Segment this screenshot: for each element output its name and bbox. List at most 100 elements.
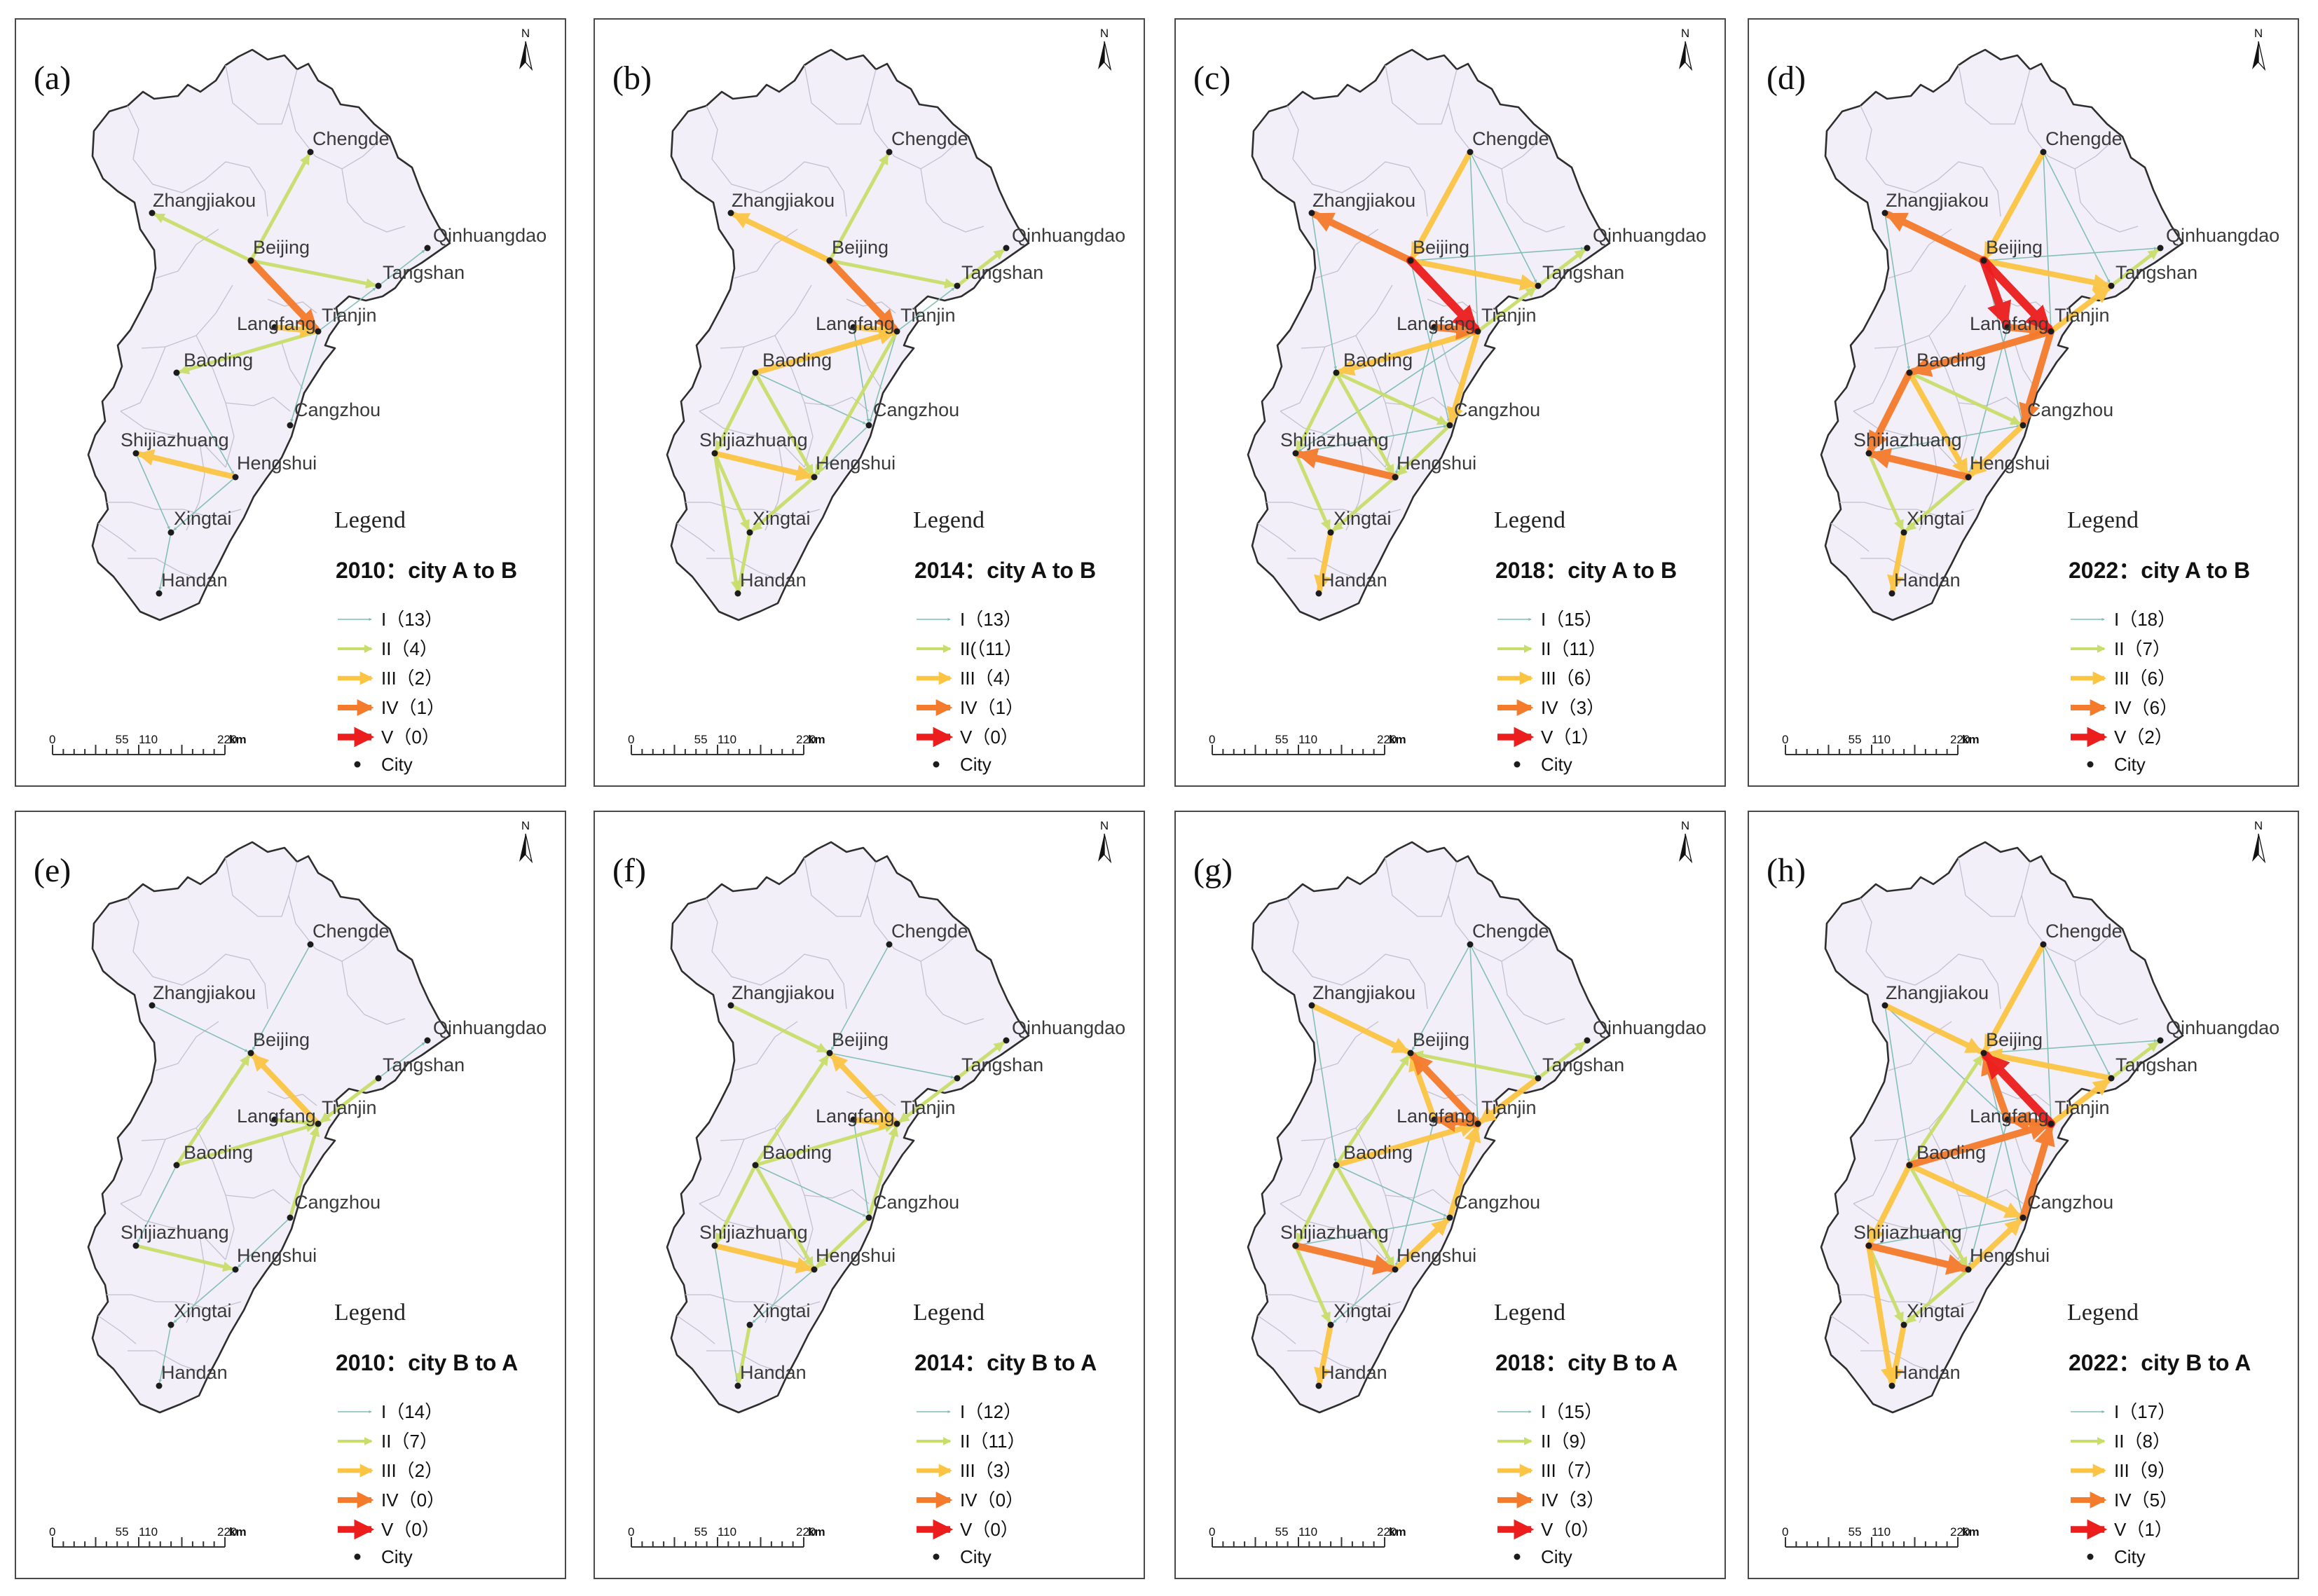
city-point-shijiazhuang: [711, 1242, 718, 1249]
city-point-chengde: [886, 941, 893, 948]
city-point-chengde: [1467, 941, 1474, 948]
legend-item-i: I（15）: [1541, 609, 1603, 630]
legend-item-iv: IV（6）: [2114, 697, 2178, 718]
county-boundary: [2014, 342, 2036, 390]
city-label-langfang: Langfang: [1970, 313, 2049, 334]
city-label-qinhuangdao: Qinhuangdao: [1593, 225, 1706, 246]
region-outline: [1247, 841, 1611, 1414]
flow-shijiazhuang-to-cangzhou: [1868, 1217, 2020, 1246]
city-point-zhangjiakou: [149, 1002, 156, 1009]
county-boundary: [699, 411, 805, 468]
county-boundary: [1501, 168, 1565, 233]
legend-item-iv: IV（0）: [960, 1490, 1024, 1511]
city-label-langfang: Langfang: [237, 313, 316, 334]
county-boundary: [764, 439, 784, 531]
panel-label: (b): [612, 60, 652, 97]
county-boundary: [204, 161, 268, 217]
city-label-qinhuangdao: Qinhuangdao: [1012, 1017, 1125, 1038]
flow-baoding-to-hengshui: [1907, 1163, 1969, 1269]
city-point-tangshan: [2108, 1075, 2115, 1082]
city-point-baoding: [1906, 1162, 1913, 1169]
flow-layer: [135, 153, 425, 591]
scale-label: 55: [1849, 1525, 1862, 1539]
city-label-zhangjiakou: Zhangjiakou: [1886, 982, 1989, 1003]
scale-label: 220: [796, 1525, 816, 1539]
flow-hengshui-to-xingtai: [1905, 1267, 1970, 1325]
legend: Legend 2010：city A to B I（13） II（4） III（2） IV…: [334, 507, 517, 775]
scale-label: 110: [139, 1525, 158, 1539]
city-label-baoding: Baoding: [184, 1142, 253, 1163]
scale-unit: km: [229, 733, 247, 746]
city-label-hengshui: Hengshui: [1397, 1245, 1476, 1266]
panel-label: (a): [34, 60, 71, 97]
city-point-cangzhou: [1446, 1214, 1453, 1221]
city-point-qinhuangdao: [424, 245, 431, 252]
city-label-baoding: Baoding: [762, 1142, 832, 1163]
flow-tangshan-to-qinhuangdao: [378, 1042, 425, 1079]
city-label-tangshan: Tangshan: [1542, 262, 1624, 283]
county-boundary: [1919, 1231, 1938, 1323]
flow-shijiazhuang-to-cangzhou: [1295, 425, 1447, 454]
city-label-tianjin: Tianjin: [322, 1097, 377, 1118]
legend-item-iii: III（4）: [960, 668, 1022, 689]
city-label-handan: Handan: [1894, 1362, 1961, 1383]
city-label-cangzhou: Cangzhou: [294, 1192, 380, 1213]
scale-label: 55: [116, 1525, 129, 1539]
flow-hengshui-to-shijiazhuang: [1295, 448, 1399, 481]
flow-layer: [1292, 944, 1586, 1386]
city-label-zhangjiakou: Zhangjiakou: [732, 982, 835, 1003]
city-point-handan: [1315, 1382, 1322, 1389]
county-boundary: [1385, 397, 1451, 412]
flow-zhangjiakou-to-beijing: [151, 1005, 249, 1052]
city-label-baoding: Baoding: [1916, 1142, 1986, 1163]
city-point-langfang: [271, 1116, 278, 1123]
legend-city-label: City: [960, 1546, 992, 1567]
flow-beijing-to-tianjin: [247, 257, 320, 333]
north-arrow-outline: [525, 833, 533, 864]
legend-heading: Legend: [2067, 507, 2139, 533]
legend-heading: Legend: [334, 507, 406, 533]
flow-tianjin-to-beijing: [250, 1052, 321, 1127]
county-boundary: [1853, 1138, 1899, 1204]
flow-beijing-to-tangshan: [249, 259, 377, 289]
flow-tianjin-to-baoding: [178, 329, 320, 375]
legend-title: 2014：city B to A: [914, 1350, 1097, 1375]
city-point-zhangjiakou: [1308, 1002, 1315, 1009]
legend-item-iii: III（9）: [2114, 1460, 2176, 1481]
flow-beijing-to-qinhuangdao: [1983, 247, 2158, 261]
flow-shijiazhuang-to-hengshui: [712, 1243, 814, 1274]
scale-label: 220: [1950, 733, 1970, 746]
city-label-cangzhou: Cangzhou: [2027, 399, 2113, 420]
flow-baoding-to-shijiazhuang: [714, 1163, 757, 1245]
city-label-hengshui: Hengshui: [816, 453, 896, 474]
flow-tangshan-to-beijing: [1412, 1050, 1540, 1080]
city-label-xingtai: Xingtai: [753, 508, 811, 529]
county-boundary: [1287, 105, 1365, 193]
flow-beijing-to-zhangjiakou: [1311, 211, 1414, 264]
flow-langfang-to-hengshui: [1394, 1119, 1435, 1267]
flow-langfang-to-hengshui: [1968, 326, 2008, 474]
county-boundary: [1280, 346, 1326, 412]
flow-hengshui-to-xingtai: [172, 1269, 236, 1323]
region-outline: [87, 48, 451, 621]
flow-tianjin-to-beijing: [1409, 1052, 1481, 1127]
flow-tianjin-to-hengshui: [814, 329, 899, 476]
flow-tangshan-to-qinhuangdao: [378, 249, 425, 287]
flow-tangshan-to-qinhuangdao: [955, 1040, 1006, 1080]
flow-tianjin-to-baoding: [1336, 329, 1481, 376]
flow-xingtai-to-handan: [158, 532, 172, 591]
legend-item-iv: IV（1）: [381, 697, 445, 718]
city-label-chengde: Chengde: [891, 128, 968, 149]
north-arrow-outline: [1685, 41, 1693, 71]
scale-unit: km: [1962, 733, 1980, 746]
city-point-hengshui: [1392, 1266, 1399, 1273]
flow-chengde-to-tangshan: [2043, 151, 2111, 284]
flow-cangzhou-to-tianjin: [1447, 1124, 1481, 1220]
legend-item-ii: II（8）: [2114, 1431, 2171, 1452]
county-boundary: [1287, 897, 1365, 986]
city-label-tianjin: Tianjin: [900, 1097, 956, 1118]
city-label-handan: Handan: [161, 570, 228, 591]
north-arrow-icon: [2252, 834, 2258, 862]
